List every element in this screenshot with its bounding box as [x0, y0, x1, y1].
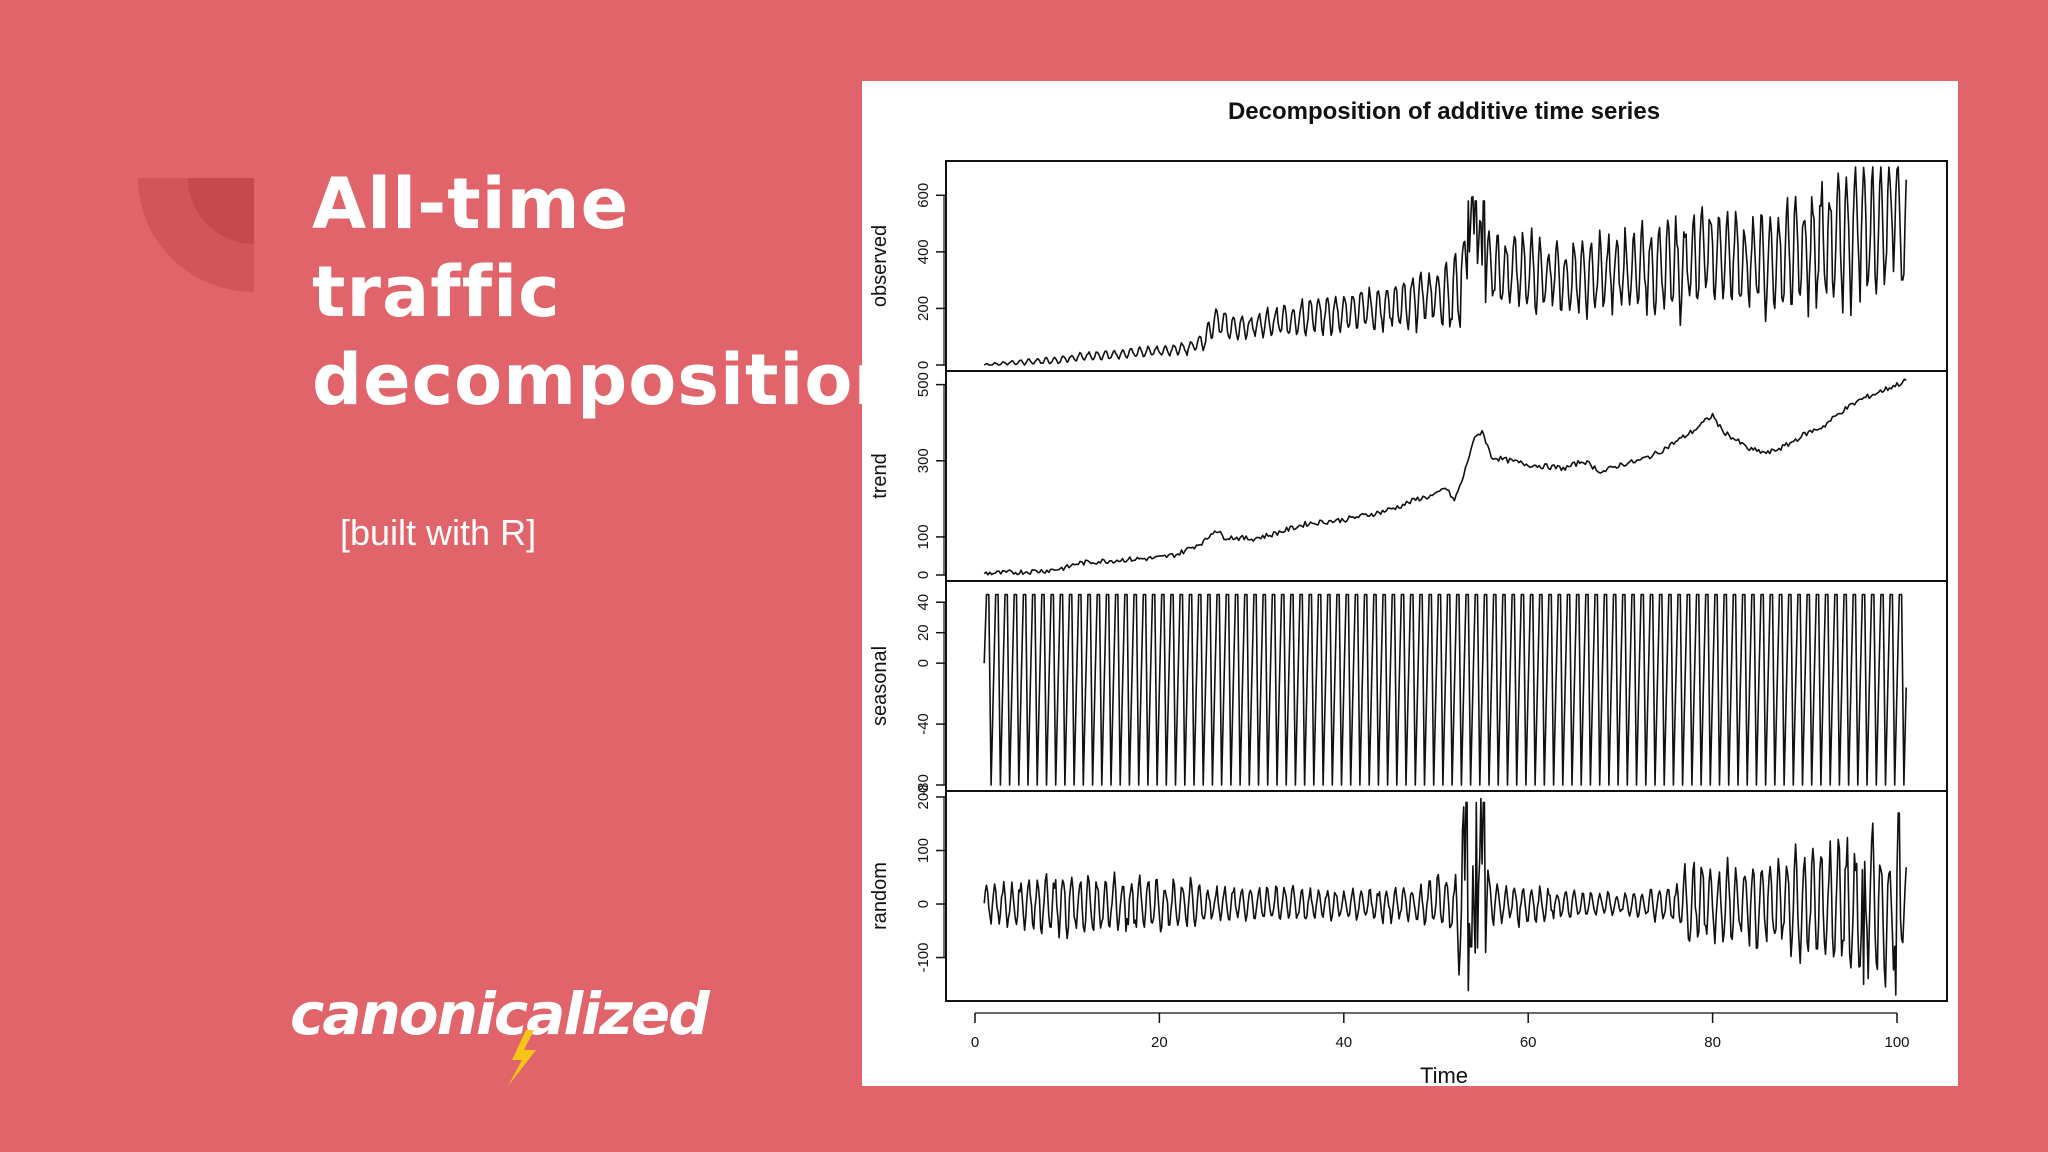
- series-line-observed: [983, 166, 1907, 366]
- xtick-label-40: 40: [1335, 1034, 1352, 1051]
- ytick-label-trend-300: 300: [915, 448, 932, 473]
- ytick-label-seasonal-20: 20: [915, 624, 932, 641]
- ytick-label-observed-400: 400: [915, 239, 932, 264]
- ytick-label-observed-200: 200: [915, 296, 932, 321]
- slide-title: All-time traffic decomposition: [312, 160, 905, 424]
- ytick-label-observed-600: 600: [915, 183, 932, 208]
- ytick-label-random--100: -100: [915, 943, 932, 973]
- panel-label-trend: trend: [869, 453, 891, 499]
- chart-canvas: Decomposition of additive time series 0 20…: [869, 98, 1948, 1086]
- series-line-random: [983, 797, 1907, 996]
- xtick-label-0: 0: [971, 1034, 979, 1051]
- chart-title: Decomposition of additive time series: [1228, 98, 1660, 125]
- ytick-label-seasonal-40: 40: [915, 594, 932, 611]
- ytick-label-seasonal-0: 0: [915, 659, 932, 667]
- panel-label-random: random: [869, 862, 891, 930]
- canonicalized-logo: canonicalized: [290, 980, 710, 1086]
- xtick-label-80: 80: [1704, 1034, 1721, 1051]
- ytick-label-trend-100: 100: [915, 524, 932, 549]
- panel-frame-random: [945, 790, 1948, 1002]
- decomposition-chart: Decomposition of additive time series 0 20…: [862, 81, 1958, 1086]
- slide-title-line-3: decomposition: [312, 339, 905, 421]
- panel-frame-trend: [945, 370, 1948, 582]
- xtick-label-100: 100: [1884, 1034, 1909, 1051]
- xtick-label-20: 20: [1151, 1034, 1168, 1051]
- panel-label-seasonal: seasonal: [869, 646, 891, 726]
- ytick-label-observed-0: 0: [915, 361, 932, 369]
- lightning-bolt-icon: [508, 1030, 536, 1086]
- ytick-label-random-100: 100: [915, 838, 932, 863]
- ytick-label-random-200: 200: [915, 784, 932, 809]
- slide-title-line-2: traffic: [312, 251, 561, 333]
- ytick-label-seasonal--80: -80: [915, 774, 932, 796]
- series-line-seasonal: [983, 593, 1907, 786]
- quarter-circle-decoration: [138, 178, 254, 292]
- slide-subtitle: [built with R]: [340, 512, 537, 553]
- panel-label-observed: observed: [869, 225, 891, 307]
- ytick-label-seasonal--40: -40: [915, 713, 932, 735]
- ytick-label-trend-0: 0: [915, 571, 932, 579]
- ytick-label-trend-500: 500: [915, 372, 932, 397]
- series-line-trend: [983, 378, 1907, 576]
- ytick-label-random-0: 0: [915, 900, 932, 908]
- logo-wordmark: canonicalized: [290, 980, 710, 1048]
- x-axis-label: Time: [1420, 1063, 1468, 1086]
- xtick-label-60: 60: [1520, 1034, 1537, 1051]
- slide-title-line-1: All-time: [312, 163, 630, 245]
